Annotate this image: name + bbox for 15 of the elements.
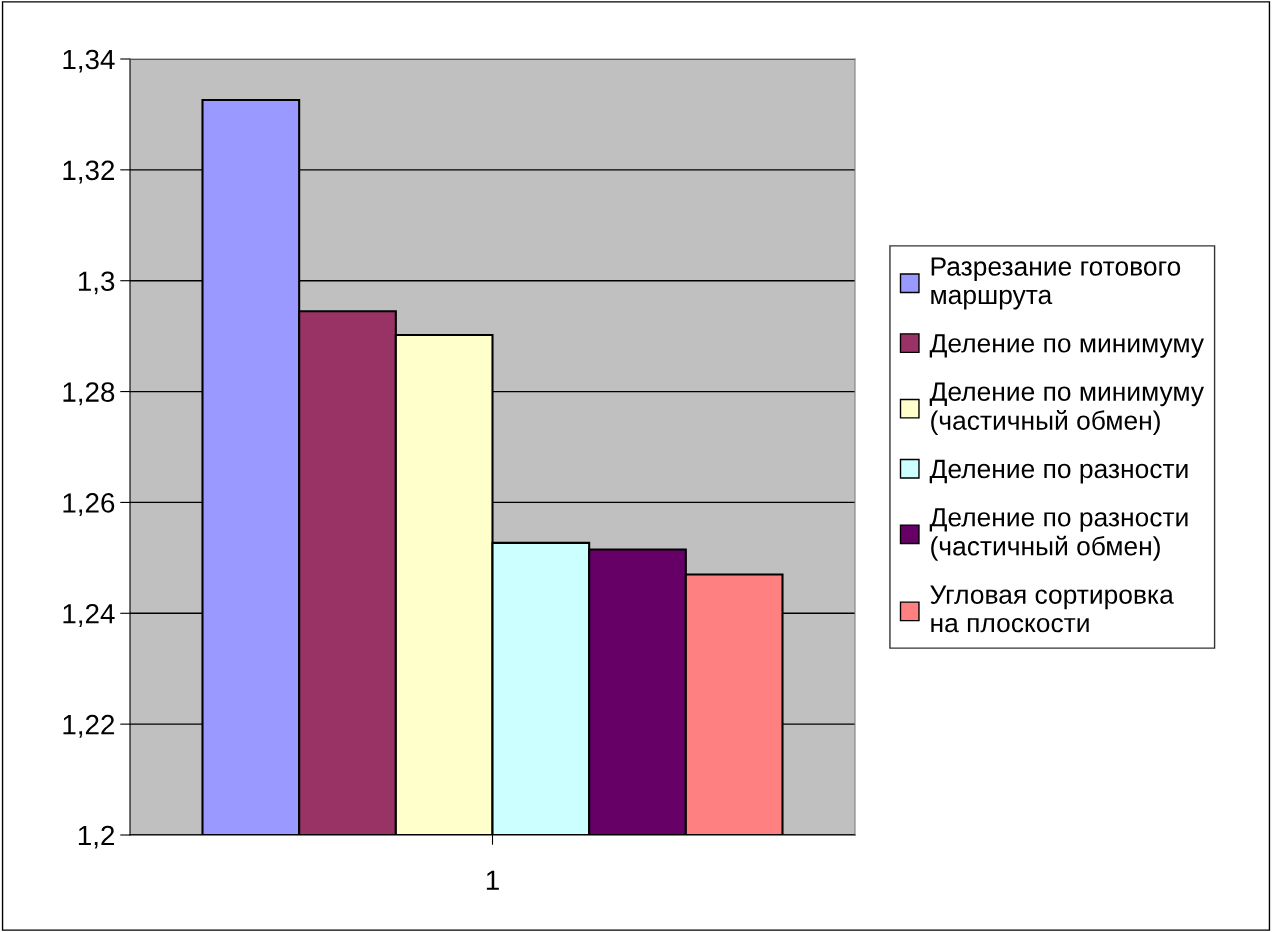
- y-tick-label: 1,32: [63, 160, 115, 184]
- y-tick-label: 1,24: [63, 603, 115, 627]
- legend-label: Разрезание готового маршрута: [931, 257, 1181, 310]
- legend-label: Деление по разности: [929, 459, 1188, 484]
- y-tick-label: 1,3: [78, 271, 115, 295]
- legend-label: Деление по минимуму (частичный обмен): [929, 382, 1204, 436]
- y-tick-label: 1,26: [63, 493, 115, 517]
- legend-label: Деление по минимуму: [929, 334, 1204, 358]
- y-tick-label: 1,2: [78, 825, 115, 849]
- y-tick-label: 1,28: [63, 382, 115, 406]
- y-tick-label: 1,22: [63, 714, 115, 738]
- y-tick-label: 1,34: [63, 49, 115, 73]
- legend-label: Угловая сортировка на плоскости: [930, 585, 1174, 633]
- legend-label: Деление по разности (частичный обмен): [929, 508, 1188, 561]
- x-tick-label: 1: [486, 870, 499, 890]
